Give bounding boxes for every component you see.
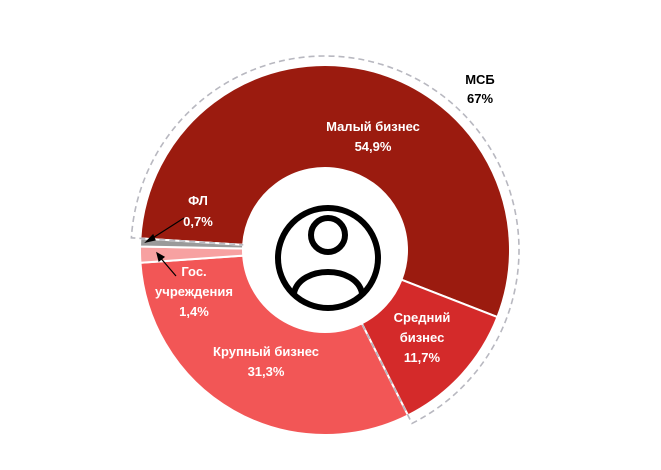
individuals-name-label: ФЛ — [188, 193, 208, 208]
gov-name-line2: учреждения — [155, 284, 233, 299]
msb-value-label: 67% — [467, 91, 493, 106]
small-business-value-label: 54,9% — [355, 139, 392, 154]
medium-business-name-line2: бизнес — [400, 330, 445, 345]
user-circle-icon — [275, 205, 381, 311]
individuals-value-label: 0,7% — [183, 214, 213, 229]
msb-name-label: МСБ — [465, 72, 495, 87]
small-business-name-label: Малый бизнес — [326, 119, 420, 134]
large-business-value-label: 31,3% — [248, 364, 285, 379]
individuals-leader-arrowhead — [144, 233, 156, 244]
gov-value-label: 1,4% — [179, 304, 209, 319]
gov-name-line1: Гос. — [181, 264, 206, 279]
gov-leader-arrowhead — [156, 251, 166, 263]
medium-business-name-line1: Средний — [394, 310, 451, 325]
donut-segments — [139, 64, 511, 436]
msb-group-outline — [130, 55, 520, 425]
medium-business-value-label: 11,7% — [404, 350, 441, 365]
large-business-name-label: Крупный бизнес — [213, 344, 319, 359]
